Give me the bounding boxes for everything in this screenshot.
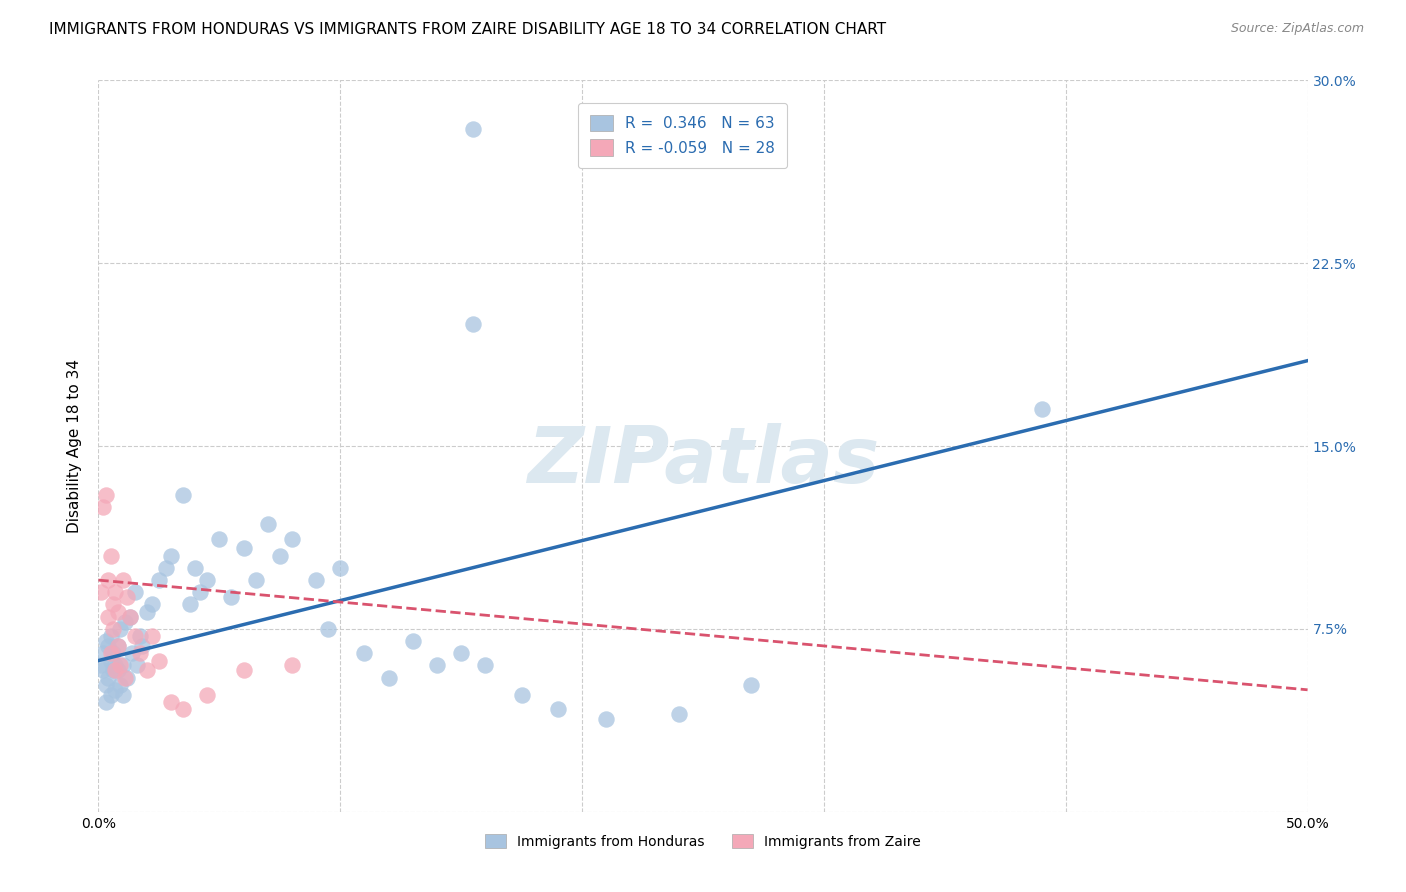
Point [172, 488, 194, 502]
Point [128, 629, 150, 643]
Point [118, 609, 141, 624]
Point [94, 678, 117, 692]
Point [329, 561, 352, 575]
Point [221, 590, 243, 604]
Point [101, 598, 124, 612]
Point [463, 122, 485, 136]
Point [117, 671, 139, 685]
Point [104, 663, 127, 677]
Point [195, 688, 218, 702]
Point [121, 646, 143, 660]
Point [97, 639, 120, 653]
Point [305, 573, 328, 587]
Point [377, 671, 399, 685]
Point [474, 658, 496, 673]
Point [90, 658, 112, 673]
Point [107, 639, 129, 653]
Point [124, 585, 146, 599]
Point [108, 678, 131, 692]
Point [97, 671, 120, 685]
Point [208, 532, 231, 546]
Point [547, 702, 569, 716]
Point [450, 646, 472, 660]
Point [595, 712, 617, 726]
Point [101, 646, 124, 660]
Point [94, 488, 117, 502]
Point [232, 663, 254, 677]
Text: IMMIGRANTS FROM HONDURAS VS IMMIGRANTS FROM ZAIRE DISABILITY AGE 18 TO 34 CORREL: IMMIGRANTS FROM HONDURAS VS IMMIGRANTS F… [49, 22, 886, 37]
Point [463, 317, 485, 331]
Point [114, 671, 136, 685]
Point [108, 622, 131, 636]
Point [111, 658, 134, 673]
Point [111, 688, 134, 702]
Point [1031, 402, 1053, 417]
Point [426, 658, 449, 673]
Point [184, 561, 207, 575]
Point [148, 654, 170, 668]
Point [131, 639, 153, 653]
Point [127, 658, 149, 673]
Point [353, 646, 375, 660]
Y-axis label: Disability Age 18 to 34: Disability Age 18 to 34 [67, 359, 83, 533]
Point [128, 646, 150, 660]
Point [111, 573, 134, 587]
Point [124, 629, 146, 643]
Point [108, 658, 131, 673]
Point [245, 573, 267, 587]
Point [91, 663, 114, 677]
Point [148, 573, 170, 587]
Point [141, 598, 163, 612]
Text: Source: ZipAtlas.com: Source: ZipAtlas.com [1230, 22, 1364, 36]
Point [269, 549, 291, 563]
Point [256, 516, 278, 531]
Point [90, 585, 112, 599]
Point [107, 605, 129, 619]
Point [281, 532, 304, 546]
Point [104, 585, 127, 599]
Point [402, 634, 425, 648]
Point [188, 585, 211, 599]
Point [104, 658, 127, 673]
Point [118, 609, 141, 624]
Point [740, 678, 762, 692]
Legend: Immigrants from Honduras, Immigrants from Zaire: Immigrants from Honduras, Immigrants fro… [478, 827, 928, 856]
Point [100, 629, 122, 643]
Text: ZIPatlas: ZIPatlas [527, 423, 879, 499]
Point [94, 634, 117, 648]
Point [232, 541, 254, 556]
Point [101, 622, 124, 636]
Point [141, 629, 163, 643]
Point [114, 615, 136, 629]
Point [91, 500, 114, 514]
Point [316, 622, 339, 636]
Point [135, 663, 157, 677]
Point [135, 605, 157, 619]
Point [101, 663, 124, 677]
Point [94, 695, 117, 709]
Point [104, 682, 127, 697]
Point [160, 549, 183, 563]
Point [100, 549, 122, 563]
Point [107, 663, 129, 677]
Point [107, 639, 129, 653]
Point [160, 695, 183, 709]
Point [172, 702, 194, 716]
Point [117, 590, 139, 604]
Point [97, 573, 120, 587]
Point [510, 688, 533, 702]
Point [97, 609, 120, 624]
Point [155, 561, 177, 575]
Point [281, 658, 304, 673]
Point [668, 707, 690, 722]
Point [179, 598, 201, 612]
Point [100, 646, 122, 660]
Point [100, 688, 122, 702]
Point [91, 646, 114, 660]
Point [100, 654, 122, 668]
Point [195, 573, 218, 587]
